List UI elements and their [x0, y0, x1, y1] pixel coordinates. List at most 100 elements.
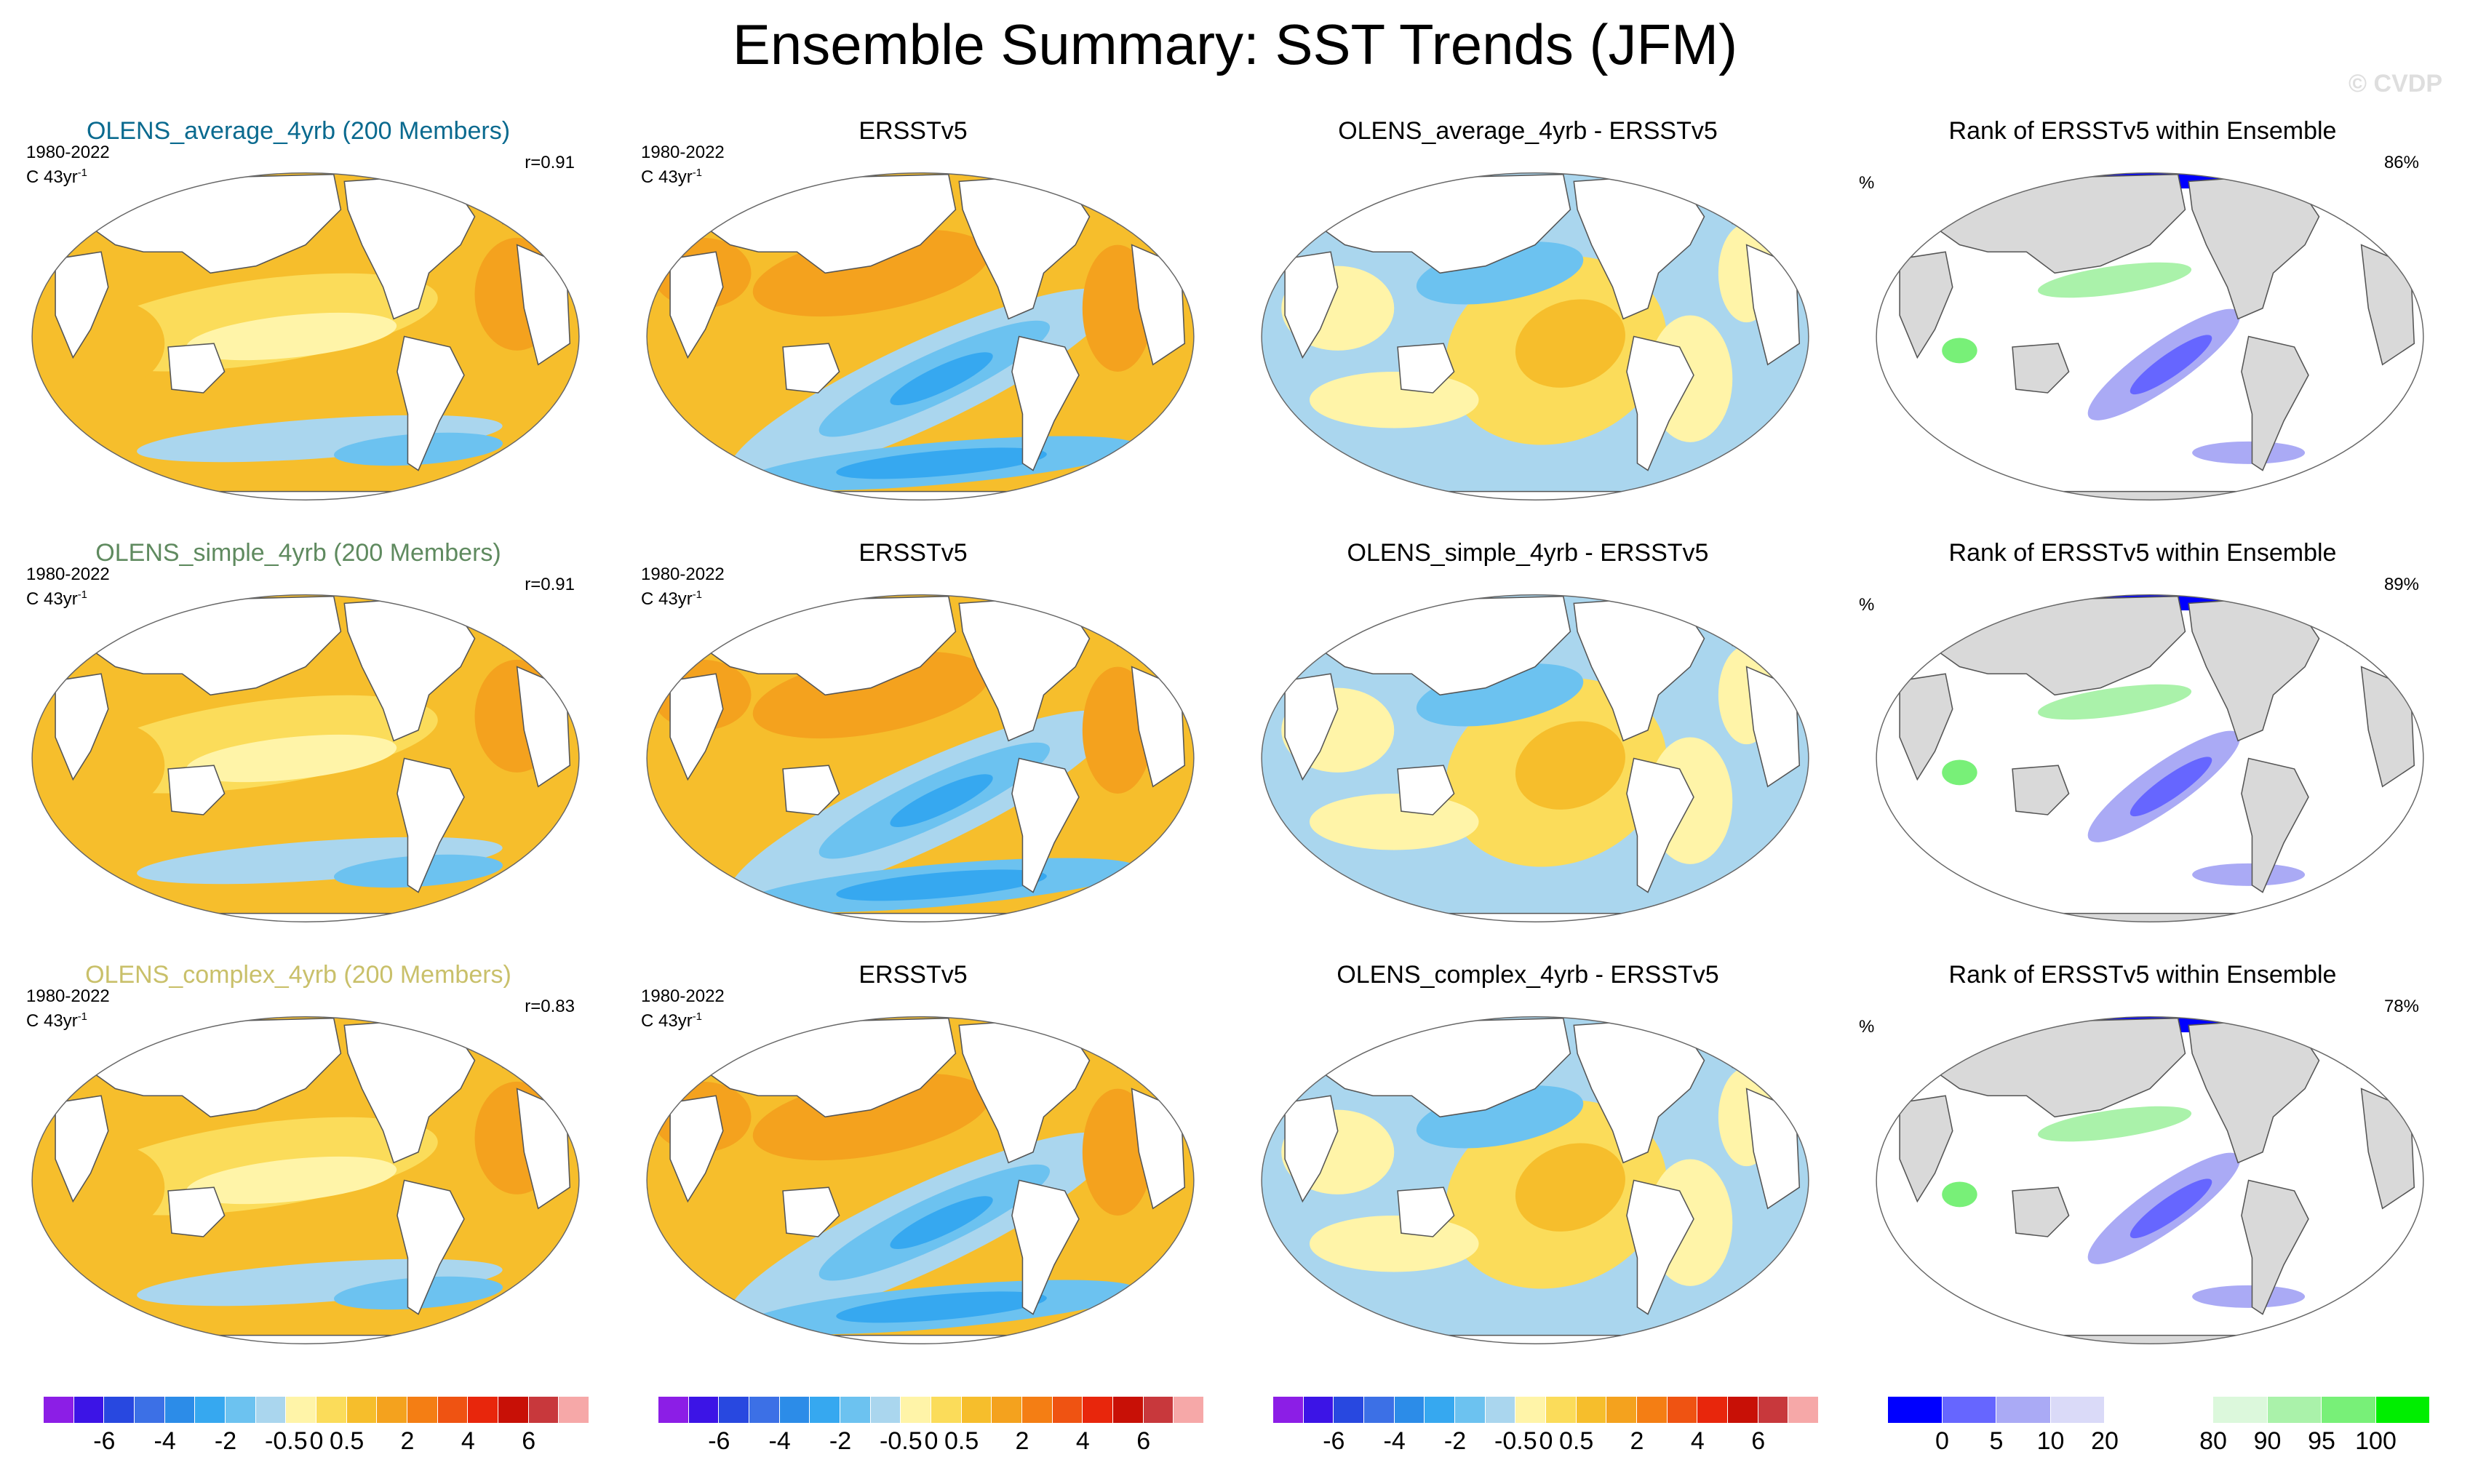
- colorbar-swatch: [688, 1397, 720, 1423]
- colorbar-swatch: [2213, 1397, 2268, 1423]
- land-australia: [167, 343, 226, 394]
- panel-rank-1: Rank of ERSSTv5 within Ensemble% 86%: [1852, 116, 2434, 524]
- land-south-america: [2241, 335, 2309, 471]
- map-frame: [633, 167, 1208, 506]
- land-greenland: [1717, 602, 1769, 647]
- period-label: 1980-2022: [641, 143, 725, 162]
- colorbar-labels: -6 -4 -2 -0.5 0 0.5 2 4 6: [44, 1423, 589, 1467]
- diff-map-2: [1261, 594, 1809, 922]
- panel-title: OLENS_complex_4yrb (200 Members): [85, 961, 511, 989]
- colorbar-swatch: [1273, 1397, 1304, 1423]
- map-frame: [1863, 589, 2437, 928]
- colorbar-label: -6: [1323, 1427, 1345, 1455]
- land-africa: [1284, 251, 1339, 359]
- land-africa: [55, 251, 109, 359]
- colorbar-swatch: [1697, 1397, 1729, 1423]
- colorbar-swatch: [719, 1397, 750, 1423]
- colorbar-swatch: [346, 1397, 378, 1423]
- rank-percent: 86%: [2383, 153, 2419, 172]
- colorbar-swatch: [1996, 1397, 2051, 1423]
- colorbar-swatch: [1667, 1397, 1698, 1423]
- land-africa: [1899, 1095, 1953, 1203]
- land-greenland: [2332, 180, 2383, 225]
- colorbar-swatch: [870, 1397, 901, 1423]
- panel-obs-2: ERSSTv5 1980-2022 C 43yr-1: [622, 538, 1204, 946]
- panel-title: ERSSTv5: [858, 539, 968, 567]
- land-australia: [167, 1186, 226, 1237]
- land-australia: [1397, 343, 1455, 394]
- colorbar-label: 0: [924, 1427, 939, 1455]
- colorbar-swatch: [1174, 1397, 1205, 1423]
- colorbar-swatch: [1394, 1397, 1425, 1423]
- colorbar-swatch: [1364, 1397, 1395, 1423]
- colorbar-swatch: [286, 1397, 317, 1423]
- colorbar-swatch: [1515, 1397, 1547, 1423]
- colorbar-label: -0.5: [1494, 1427, 1537, 1455]
- colorbar-label: 0.5: [944, 1427, 979, 1455]
- colorbar-label: 0: [309, 1427, 324, 1455]
- colorbar-label: 20: [2091, 1427, 2119, 1455]
- period-label: 1980-2022: [641, 986, 725, 1006]
- land-south-america: [397, 335, 465, 471]
- colorbar-swatch: [437, 1397, 469, 1423]
- land-greenland: [487, 1024, 539, 1069]
- land-south-america: [397, 757, 465, 893]
- rank-percent: 89%: [2383, 575, 2419, 594]
- colorbar-label: -4: [1383, 1427, 1406, 1455]
- land-antarctica: [51, 490, 574, 500]
- colorbar-label: 0: [1935, 1427, 1949, 1455]
- colorbar-labels: 0 5 10 20 80 90 95 100: [1888, 1423, 2430, 1467]
- colorbar-label: 2: [1015, 1427, 1029, 1455]
- period-label: 1980-2022: [26, 143, 110, 162]
- colorbar-label: 2: [400, 1427, 415, 1455]
- colorbar-label: -6: [93, 1427, 116, 1455]
- land-antarctica: [51, 1334, 574, 1344]
- pattern-correlation: r=0.83: [525, 997, 575, 1016]
- land-south-america: [1011, 757, 1080, 893]
- map-frame: [1248, 167, 1822, 506]
- colorbar-swatch: [528, 1397, 559, 1423]
- rank-map-2: [1876, 594, 2424, 922]
- colorbar-label: 6: [1751, 1427, 1766, 1455]
- colorbar-swatch: [104, 1397, 135, 1423]
- colorbar-swatch: [1455, 1397, 1486, 1423]
- colorbar-labels: -6 -4 -2 -0.5 0 0.5 2 4 6: [1273, 1423, 1819, 1467]
- page-title: Ensemble Summary: SST Trends (JFM): [732, 12, 1738, 76]
- panel-title: Rank of ERSSTv5 within Ensemble: [1948, 961, 2337, 989]
- land-antarctica: [1280, 1334, 1804, 1344]
- colorbar-swatch: [195, 1397, 226, 1423]
- colorbar-label: -2: [1443, 1427, 1467, 1455]
- colorbar-label: -4: [154, 1427, 176, 1455]
- colorbar-swatch: [810, 1397, 841, 1423]
- obs-map-1: [646, 172, 1195, 500]
- colorbar-swatch: [1083, 1397, 1114, 1423]
- colorbar-swatch: [1052, 1397, 1083, 1423]
- colorbar-trend-3: -6 -4 -2 -0.5 0 0.5 2 4 6: [1273, 1397, 1820, 1484]
- panel-obs-1: ERSSTv5 1980-2022 C 43yr-1: [622, 116, 1204, 524]
- colorbar-swatch: [2050, 1397, 2105, 1423]
- colorbar-swatches: [658, 1397, 1205, 1423]
- land-australia: [167, 765, 226, 815]
- land-greenland: [1102, 602, 1154, 647]
- land-africa: [55, 673, 109, 781]
- period-label: 1980-2022: [26, 986, 110, 1006]
- colorbar-swatch: [1637, 1397, 1668, 1423]
- colorbar-swatch: [1485, 1397, 1516, 1423]
- units-label: C 43yr-1: [26, 589, 88, 609]
- land-south-america: [1626, 1179, 1694, 1315]
- land-greenland: [1717, 180, 1769, 225]
- colorbar-label: 0.5: [1559, 1427, 1594, 1455]
- colorbar-label: 100: [2355, 1427, 2397, 1455]
- panel-rank-3: Rank of ERSSTv5 within Ensemble% 78%: [1852, 960, 2434, 1368]
- land-africa: [55, 1095, 109, 1203]
- colorbar-swatch: [164, 1397, 196, 1423]
- map-frame: [633, 589, 1208, 928]
- colorbar-swatches: [1273, 1397, 1820, 1423]
- colorbar-swatch: [2105, 1397, 2159, 1423]
- colorbar-label: -6: [708, 1427, 730, 1455]
- colorbar-swatch: [1143, 1397, 1174, 1423]
- colorbar-swatch: [749, 1397, 780, 1423]
- colorbar-swatch: [1303, 1397, 1334, 1423]
- land-australia: [1397, 765, 1455, 815]
- map-frame: [633, 1011, 1208, 1349]
